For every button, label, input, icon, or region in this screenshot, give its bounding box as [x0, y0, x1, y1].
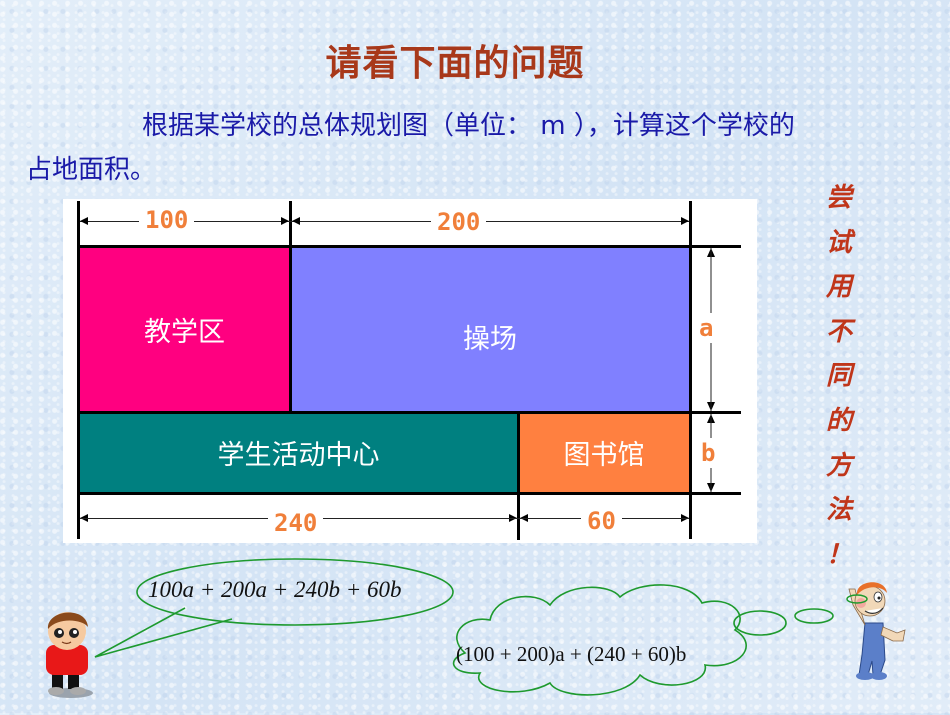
region-label: 学生活动中心: [217, 440, 380, 471]
region-student-activity-center: 学生活动中心: [78, 412, 519, 493]
region-teaching-area: 教学区: [78, 246, 291, 413]
problem-line-2: 占地面积。: [26, 155, 157, 185]
prompt-char: 方: [825, 450, 852, 481]
elf-character-icon: [846, 582, 906, 680]
dim-line-bottom: [80, 518, 689, 519]
prompt-char: 试: [825, 227, 852, 258]
region-playground: 操场: [290, 246, 690, 413]
left-extension-line: [77, 201, 80, 539]
try-different-methods-prompt: 尝 试 用 不 同 的 方 法 ！: [822, 176, 856, 577]
region-library: 图书馆: [518, 412, 690, 493]
region-label: 教学区: [144, 317, 225, 348]
prompt-char: 用: [825, 272, 852, 303]
problem-line-1: 根据某学校的总体规划图（单位： m ），计算这个学校的: [142, 111, 795, 141]
thought-bubble-formula: (100 + 200)a + (240 + 60)b: [456, 642, 687, 666]
problem-statement: 根据某学校的总体规划图（单位： m ），计算这个学校的 占地面积。: [26, 104, 946, 192]
bottom-edge: [77, 492, 741, 495]
slide-title: 请看下面的问题: [325, 43, 585, 84]
prompt-char: 同: [825, 361, 852, 392]
school-plan-diagram: 教学区 操场 学生活动中心 图书馆: [63, 199, 757, 543]
divider-240-60: [517, 412, 520, 540]
dim-label-60: 60: [581, 508, 622, 534]
dim-label-100: 100: [139, 207, 195, 233]
speech-bubble-formula: 100a + 200a + 240b + 60b: [148, 577, 402, 602]
prompt-char: 法: [825, 495, 852, 526]
right-extension-line: [689, 201, 692, 539]
region-label: 图书馆: [563, 440, 645, 471]
thought-bubble: [452, 584, 834, 696]
divider-100-200: [289, 201, 292, 414]
dimension-arrowheads: [80, 217, 715, 522]
dim-line-top: [80, 221, 689, 222]
speech-bubble: [94, 558, 454, 658]
boy-character-icon: [46, 612, 93, 698]
middle-edge: [77, 411, 741, 414]
prompt-char: ！: [825, 539, 852, 570]
top-edge: [77, 245, 741, 248]
prompt-char: 的: [825, 405, 852, 436]
dim-label-240: 240: [268, 510, 324, 536]
prompt-char: 不: [825, 316, 852, 347]
dim-label-200: 200: [431, 209, 487, 235]
dim-label-a: a: [699, 313, 714, 343]
prompt-char: 尝: [825, 183, 852, 213]
region-label: 操场: [463, 324, 517, 355]
dim-label-b: b: [701, 438, 716, 468]
